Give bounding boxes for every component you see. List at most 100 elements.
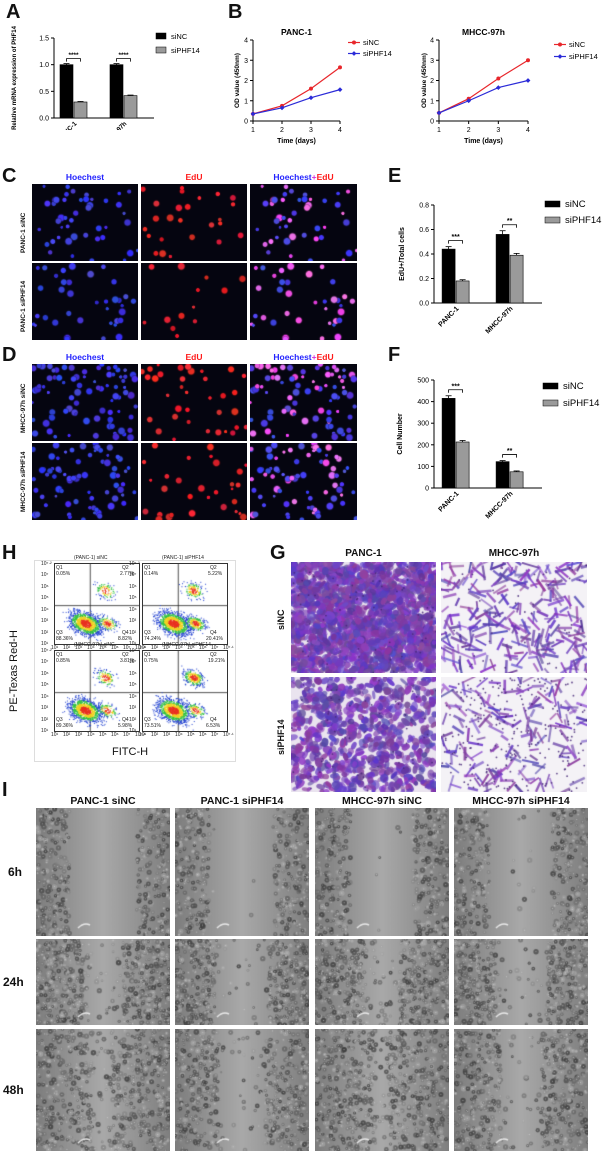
quadrant-value-q3: 74.24%: [144, 636, 161, 642]
transwell-image: [291, 562, 436, 673]
y-tick-label: 4: [430, 38, 434, 45]
wound-image: [315, 1029, 449, 1151]
flow-y-tick: 10³: [41, 618, 49, 625]
legend-label-siNC: siNC: [565, 199, 586, 210]
x-axis-label: Time (days): [464, 138, 503, 145]
merge-micrograph-image: [250, 443, 357, 520]
flow-y-tick: 10³: [41, 705, 49, 712]
transwell-image: [441, 562, 587, 673]
quadrant-label-q1: Q1: [144, 652, 151, 658]
flow-plot-title: (MHCC-97h) siNC: [74, 642, 115, 648]
quadrant-value-q1: 0.14%: [144, 571, 159, 577]
wound-image-canvas: [315, 808, 449, 936]
flow-y-tick: 10⁴: [129, 606, 137, 613]
y-axis-label: EdU+/Total cells: [399, 227, 406, 281]
hoechst-micrograph: [32, 443, 138, 520]
merge-micrograph-image: [250, 364, 357, 441]
merge-header-hoechst: Hoechest: [273, 352, 312, 362]
merge-header-plus: +: [311, 352, 317, 362]
y-tick-label: 0.0: [419, 301, 429, 308]
hoechst-micrograph: [32, 184, 138, 261]
point-siNC: [526, 58, 530, 63]
transwell-column-header: PANC-1: [345, 548, 382, 559]
flow-x-tick: 10²: [63, 732, 71, 738]
chart-a-mrna-expression: 0.0 0.5 1.0 1.5 Relative mRNA expression of …: [12, 25, 200, 130]
flow-x-tick: 10⁷·¹: [135, 645, 146, 651]
point-siNC: [309, 86, 313, 91]
row-label: PANC-1 siNC: [20, 212, 27, 253]
chart-title: MHCC-97h: [462, 27, 505, 37]
wound-image-canvas: [454, 1029, 588, 1151]
wound-image-canvas: [454, 808, 588, 936]
significance-label: ***: [452, 234, 460, 241]
flow-y-tick: 10⁴: [41, 606, 49, 613]
y-tick-label: 1.0: [39, 62, 49, 69]
significance-bracket: [502, 224, 517, 228]
y-tick-label: 3: [430, 58, 434, 65]
point-siNC: [338, 65, 342, 70]
point-siPHF14: [525, 78, 531, 83]
quadrant-value-q3: 73.51%: [144, 723, 161, 729]
legend-swatch-siPHF14: [155, 46, 167, 54]
merge-header-edu: EdU: [316, 352, 334, 362]
wound-image: [36, 1029, 170, 1151]
category-label: MHCC-97h: [100, 120, 128, 130]
quadrant-value-q4: 6.53%: [206, 723, 221, 729]
point-siPHF14: [436, 110, 442, 116]
legend-swatch-siPHF14: [544, 216, 561, 224]
flow-y-tick: 10⁵: [41, 595, 49, 602]
x-axis-label: Time (days): [277, 138, 316, 145]
point-siPHF14: [495, 85, 501, 90]
y-tick-label: 100: [417, 464, 429, 471]
flow-y-tick: 10⁷·²: [129, 561, 140, 567]
y-tick-label: 0.8: [419, 203, 429, 210]
merge-header-edu: EdU: [316, 172, 334, 182]
wound-image-canvas: [175, 1029, 309, 1151]
bar-siPHF14-MHCC-97h: [123, 95, 138, 119]
flow-y-tick: 10⁷·²: [41, 648, 52, 654]
flow-x-tick: 10⁷: [211, 645, 219, 651]
legend-marker-siPHF14: [351, 51, 357, 56]
flow-x-tick: 10³: [75, 645, 83, 651]
transwell-image-canvas: [441, 562, 587, 673]
wound-image: [175, 808, 309, 936]
significance-bracket: [116, 58, 131, 62]
flow-y-tick: 10¹: [129, 641, 137, 647]
y-tick-label: 2: [430, 78, 434, 85]
flow-x-tick: 10⁶: [199, 645, 207, 651]
row-label: PANC-1 siPHF14: [20, 280, 27, 332]
edu-header: EdU: [185, 352, 203, 362]
quadrant-label-q4: Q4: [210, 717, 217, 723]
hoechst-micrograph-image: [32, 364, 138, 441]
wound-image-canvas: [315, 1029, 449, 1151]
flow-x-tick: 10³: [163, 645, 171, 651]
point-siNC: [496, 76, 501, 81]
legend-label-siPHF14: siPHF14: [563, 398, 599, 409]
x-tick-label: 2: [280, 127, 284, 134]
wound-row-label: 6h: [8, 865, 23, 879]
x-tick-label: 1: [251, 127, 255, 134]
flow-plot-title: (MHCC-97h) siPHF14: [162, 642, 211, 648]
legend-swatch-siNC: [155, 32, 167, 40]
flow-plot: [54, 650, 140, 732]
legend-label-siPHF14: siPHF14: [569, 52, 598, 61]
y-tick-label: 300: [417, 421, 429, 428]
series-line-siNC: [252, 66, 341, 115]
edu-header: EdU: [185, 172, 203, 182]
quadrant-value-q4: 5.98%: [118, 723, 133, 729]
x-tick-label: 3: [496, 127, 500, 134]
panel-label-b: B: [228, 1, 243, 23]
wound-column-header: PANC-1 siPHF14: [200, 795, 284, 807]
category-label: MHCC-97h: [485, 305, 515, 335]
legend-label-siPHF14: siPHF14: [565, 215, 601, 226]
panel-label-g: G: [270, 542, 286, 564]
category-label: PANC-1: [57, 120, 79, 130]
edu-micrograph-image: [141, 263, 247, 340]
legend-marker-siNC: [558, 42, 562, 47]
panel-label-d: D: [2, 344, 17, 366]
flow-y-tick: 10²: [129, 716, 137, 723]
quadrant-label-q3: Q3: [144, 630, 151, 636]
flow-density-image: [55, 651, 139, 731]
legend-label-siPHF14: siPHF14: [363, 49, 392, 58]
flow-y-tick: 10⁷·²: [129, 648, 140, 654]
